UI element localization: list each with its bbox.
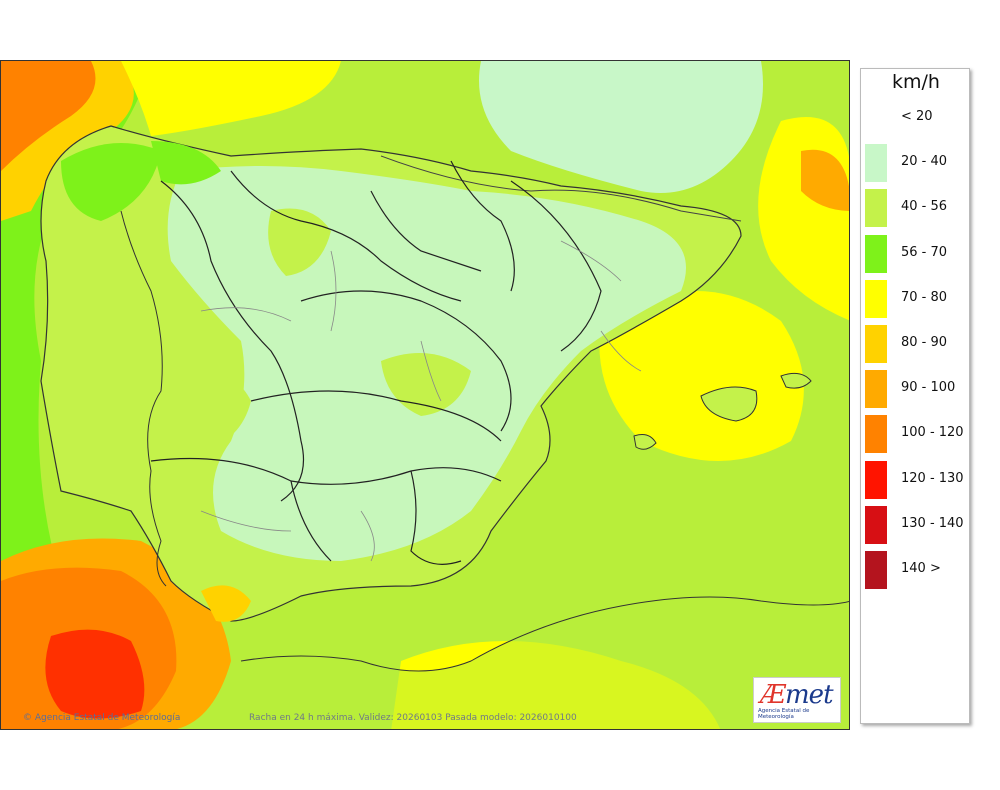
patch-3 (178, 374, 251, 451)
patch-asturias (151, 141, 221, 185)
legend-swatch (865, 234, 887, 273)
legend-swatch (865, 325, 887, 363)
wind-zone-ne-core (801, 149, 849, 211)
legend-swatch (865, 551, 887, 589)
legend-label: < 20 (901, 109, 933, 124)
legend-label: 120 - 130 (901, 470, 964, 486)
region-borders (150, 160, 602, 565)
mallorca (700, 386, 758, 422)
legend-class: 56 - 70 (865, 233, 969, 273)
legend-swatch (865, 370, 887, 409)
wind-gust-map: © Agencia Estatal de Meteorología Racha … (0, 60, 850, 730)
wind-zone-atlantic (1, 61, 151, 621)
legend-swatch (865, 505, 887, 544)
province-borders (200, 240, 642, 562)
legend-swatch (865, 279, 887, 318)
legend-label: 56 - 70 (901, 244, 948, 260)
legend-unit: km/h (892, 71, 940, 93)
portugal-border (120, 210, 167, 587)
france-border (380, 155, 742, 222)
wind-zone-sw-core (45, 629, 145, 719)
map-caption: Racha en 24 h máxima. Validez: 20260103 … (249, 713, 577, 723)
legend-class: 100 - 120 (865, 413, 969, 454)
patch-2 (381, 353, 471, 416)
legend-class: 40 - 56 (865, 187, 969, 228)
legend-swatch (865, 415, 887, 454)
legend-swatch (865, 460, 887, 499)
legend-label: 130 - 140 (901, 515, 964, 531)
legend-label: 140 > (901, 561, 941, 576)
legend-label: 20 - 40 (901, 154, 948, 170)
legend-label: 100 - 120 (901, 425, 964, 441)
agency-credit: © Agencia Estatal de Meteorología (23, 713, 181, 723)
legend-class: 20 - 40 (865, 142, 969, 183)
africa-coastline (240, 596, 849, 672)
aemet-logo-subtitle: Agencia Estatal de Meteorología (758, 708, 810, 720)
legend-class: < 20 (865, 97, 969, 137)
legend-swatch (865, 189, 887, 228)
legend-class: 80 - 90 (865, 323, 969, 363)
aemet-logo-mark: Æmet (760, 680, 834, 710)
legend-swatch (865, 144, 887, 183)
patch-strait (201, 585, 251, 622)
map-canvas (1, 61, 849, 729)
wind-zone-nw-core (1, 61, 96, 171)
menorca (780, 372, 812, 389)
patch-1 (268, 208, 331, 276)
ibiza (633, 434, 657, 450)
legend-label: 80 - 90 (901, 335, 948, 350)
wind-zone-france (479, 61, 763, 193)
legend-swatch (865, 99, 887, 137)
legend-class: 140 > (865, 549, 969, 589)
patch-galicia (61, 143, 161, 221)
aemet-logo: Æmet Agencia Estatal de Meteorología (753, 677, 841, 723)
wind-zone-balearic (599, 291, 804, 461)
north-africa-land (221, 597, 849, 729)
legend-label: 70 - 80 (901, 289, 948, 305)
legend-class: 90 - 100 (865, 368, 969, 409)
legend-class: 120 - 130 (865, 459, 969, 499)
legend-class: 130 - 140 (865, 504, 969, 544)
wind-zone-biscay (121, 61, 341, 136)
legend: km/h < 20 20 - 40 40 - 56 56 - 70 70 - 80 80 … (860, 68, 970, 724)
legend-class: 70 - 80 (865, 278, 969, 318)
legend-label: 40 - 56 (901, 199, 948, 215)
legend-label: 90 - 100 (901, 380, 956, 396)
